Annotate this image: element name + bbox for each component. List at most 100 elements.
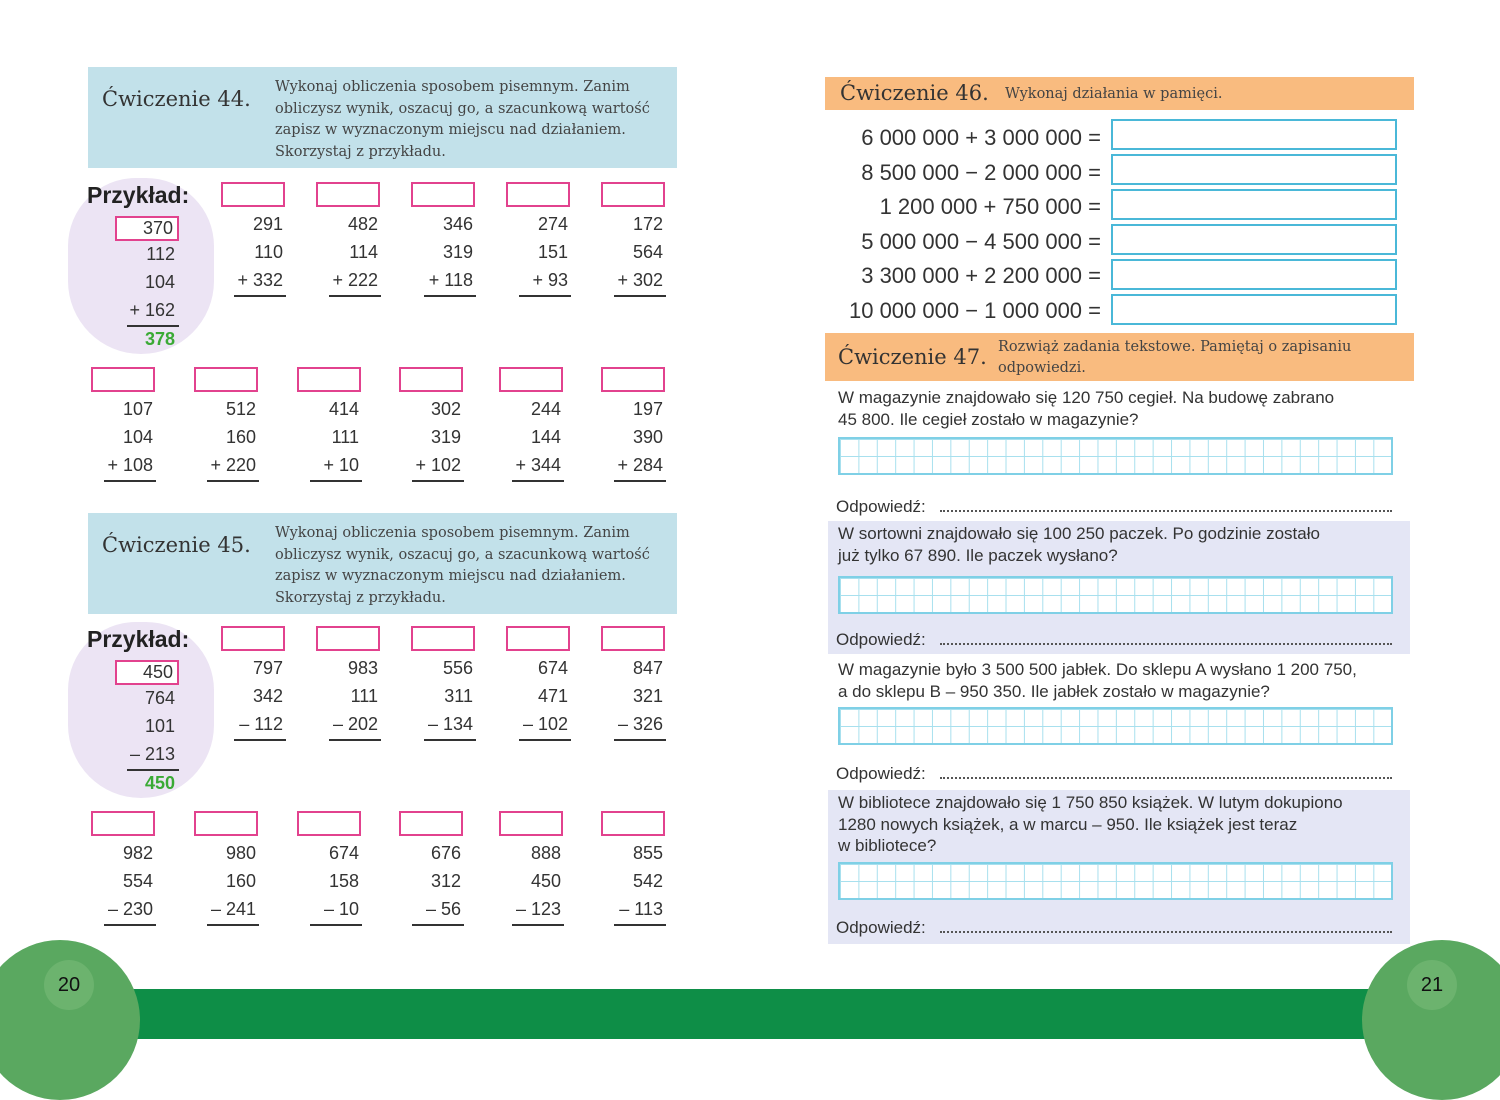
problem-text-line: W sortowni znajdowało się 100 250 paczek…	[838, 524, 1320, 543]
ex44-operand: 319	[430, 427, 461, 447]
ex44-operand: 160	[225, 427, 256, 447]
ex45-estimate-box[interactable]	[221, 626, 285, 651]
ex45-estimate-box[interactable]	[399, 811, 463, 836]
ex47-instruction-line: Rozwiąż zadania tekstowe. Pamiętaj o zap…	[998, 339, 1352, 355]
ex45-operand: 158	[328, 871, 359, 891]
problem-text-line: 45 800. Ile cegieł zostało w magazynie?	[838, 409, 1139, 429]
ex45-example-estimate: 450	[142, 662, 173, 682]
ex46-equation: 5 000 000 − 4 500 000 =	[861, 228, 1101, 254]
problem-text-line: 1280 nowych książek, a w marcu – 950. Il…	[838, 814, 1298, 834]
ex46-title: Ćwiczenie 46.	[840, 81, 989, 105]
problem-text-line: W magazynie znajdowało się 120 750 cegie…	[838, 388, 1335, 407]
ex46-answer-box[interactable]	[1111, 224, 1397, 255]
ex45-estimate-box[interactable]	[506, 626, 570, 651]
ex45-estimate-box[interactable]	[194, 811, 258, 836]
ex45-estimate-box[interactable]	[411, 626, 475, 651]
ex44-estimate-box[interactable]	[499, 367, 563, 392]
problem-text-line: w bibliotece?	[838, 836, 937, 855]
ex44-operand: + 284	[617, 455, 663, 475]
ex45-estimate-box[interactable]	[601, 626, 665, 651]
answer-line[interactable]	[940, 777, 1392, 779]
ex44-operand: 111	[331, 427, 359, 447]
ex45-sum-line	[234, 739, 286, 741]
ex44-estimate-box[interactable]	[221, 182, 285, 207]
page-number-right: 21	[1407, 960, 1457, 1010]
ex45-operand: – 123	[515, 899, 561, 919]
ex44-operand: 110	[254, 242, 283, 262]
solution-grid[interactable]	[838, 862, 1393, 900]
ex45-operand: 556	[442, 658, 473, 678]
ex44-estimate-box[interactable]	[316, 182, 380, 207]
ex45-operand: 980	[225, 843, 256, 863]
problem-text-line: a do sklepu B – 950 350. Ile jabłek zost…	[838, 681, 1270, 701]
ex45-instruction-line: zapisz w wyznaczonym miejscu nad działan…	[275, 568, 626, 584]
ex44-operand: + 220	[210, 455, 256, 475]
ex45-operand: – 326	[617, 714, 663, 734]
ex45-instruction-line: Skorzystaj z przykładu.	[275, 589, 446, 606]
solution-grid[interactable]	[838, 707, 1393, 745]
ex45-sum-line	[412, 924, 464, 926]
ex44-operand: 564	[632, 242, 663, 262]
ex46-answer-box[interactable]	[1111, 119, 1397, 150]
problem-text-line: W bibliotece znajdowało się 1 750 850 ks…	[838, 793, 1343, 812]
ex45-operand: 160	[225, 871, 256, 891]
ex45-sum-line	[329, 739, 381, 741]
ex46-answer-box[interactable]	[1111, 189, 1397, 220]
ex44-operand: 346	[442, 214, 473, 234]
ex44-example-estimate: 370	[142, 218, 173, 238]
ex44-example-operand: 112	[146, 244, 175, 264]
ex47-header	[825, 333, 1414, 381]
ex44-operand: + 93	[532, 270, 568, 290]
ex47-title: Ćwiczenie 47.	[838, 345, 987, 369]
ex45-operand: – 56	[425, 899, 461, 919]
ex46-answer-box[interactable]	[1111, 259, 1397, 290]
ex44-example-operand: 104	[144, 272, 175, 292]
answer-line[interactable]	[940, 510, 1392, 512]
ex45-operand: 847	[632, 658, 663, 678]
ex44-estimate-box[interactable]	[399, 367, 463, 392]
ex44-sum-line	[207, 480, 259, 482]
ex46-answer-box[interactable]	[1111, 294, 1397, 325]
ex45-example-label: Przykład:	[87, 626, 190, 652]
answer-line[interactable]	[940, 931, 1392, 933]
solution-grid[interactable]	[838, 437, 1393, 475]
ex45-example-operand: 764	[144, 688, 175, 708]
solution-grid[interactable]	[838, 576, 1393, 614]
ex44-instruction-line: Skorzystaj z przykładu.	[275, 143, 446, 160]
ex46-equation: 1 200 000 + 750 000 =	[879, 194, 1101, 220]
ex45-operand: – 112	[239, 714, 283, 734]
ex45-operand: 321	[632, 686, 663, 706]
ex45-operand: – 113	[619, 899, 663, 919]
ex46-answer-box[interactable]	[1111, 154, 1397, 185]
answer-label: Odpowiedź:	[836, 918, 926, 937]
ex44-estimate-box[interactable]	[411, 182, 475, 207]
ex44-estimate-box[interactable]	[506, 182, 570, 207]
ex44-estimate-box[interactable]	[297, 367, 361, 392]
problem-text-line: już tylko 67 890. Ile paczek wysłano?	[838, 545, 1118, 565]
ex44-operand: + 118	[428, 270, 473, 290]
ex44-instruction-line: obliczysz wynik, oszacuj go, a szacunkow…	[275, 100, 650, 117]
ex44-sum-line	[104, 480, 156, 482]
ex45-operand: – 134	[427, 714, 473, 734]
ex45-operand: – 102	[522, 714, 568, 734]
ex44-estimate-box[interactable]	[601, 182, 665, 207]
ex45-estimate-box[interactable]	[91, 811, 155, 836]
ex44-estimate-box[interactable]	[601, 367, 665, 392]
ex45-estimate-box[interactable]	[499, 811, 563, 836]
ex45-operand: 312	[430, 871, 461, 891]
ex45-estimate-box[interactable]	[601, 811, 665, 836]
ex44-estimate-box[interactable]	[194, 367, 258, 392]
ex46-equation: 10 000 000 − 1 000 000 =	[848, 298, 1101, 323]
ex44-operand: 291	[252, 214, 283, 234]
ex44-instruction-line: zapisz w wyznaczonym miejscu nad działan…	[275, 122, 626, 138]
ex46-equation: 6 000 000 + 3 000 000 =	[861, 125, 1101, 150]
ex44-operand: + 102	[415, 455, 461, 475]
ex45-operand: – 241	[210, 899, 256, 919]
answer-line[interactable]	[940, 643, 1392, 645]
ex45-operand: 797	[252, 658, 283, 678]
ex45-estimate-box[interactable]	[297, 811, 361, 836]
ex44-operand: 104	[122, 427, 153, 447]
ex44-operand: 144	[530, 427, 561, 447]
ex45-estimate-box[interactable]	[316, 626, 380, 651]
ex44-estimate-box[interactable]	[91, 367, 155, 392]
